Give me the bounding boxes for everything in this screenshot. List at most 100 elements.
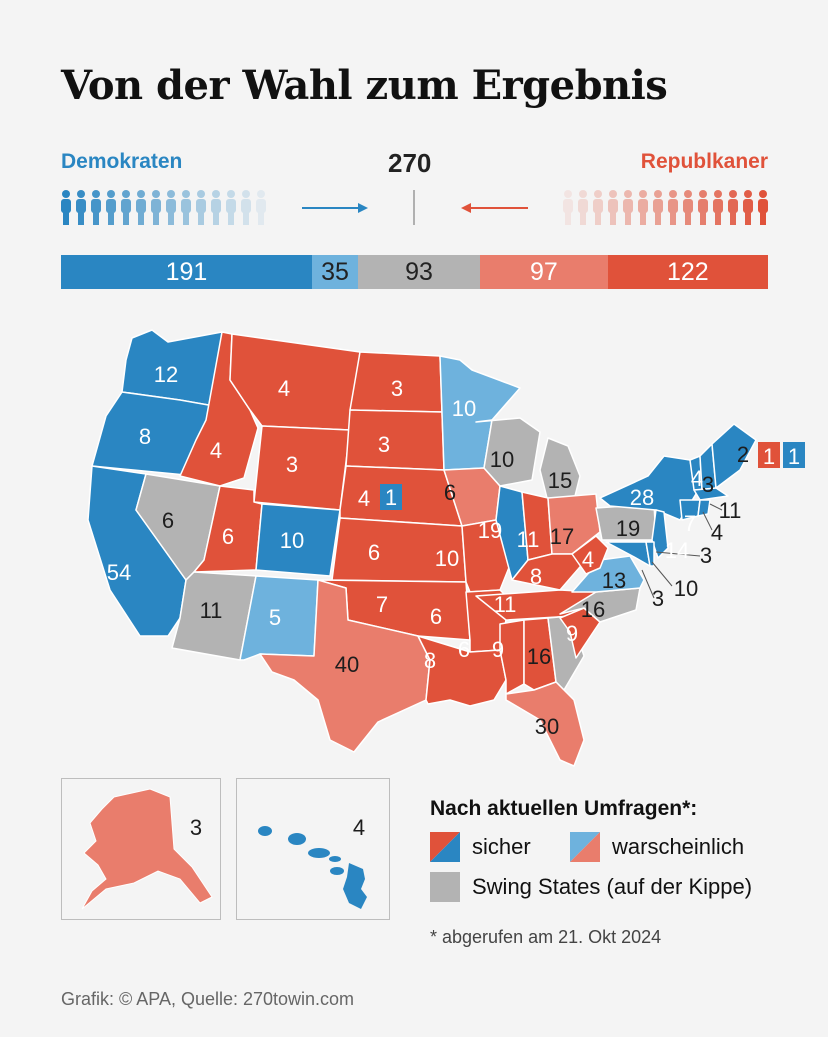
dem-person-icon [226, 190, 236, 225]
label-OR: 8 [139, 424, 151, 449]
hawaii-map: 4 [258, 815, 367, 909]
hawaii-inset: 4 [236, 778, 390, 920]
label-MT: 4 [278, 376, 290, 401]
legend-title: Nach aktuellen Umfragen*: [430, 797, 698, 820]
label-TX: 40 [335, 652, 359, 677]
state-SD [345, 409, 445, 471]
label-MN: 10 [452, 396, 476, 421]
legend-safe: sicher [430, 832, 531, 862]
rep-people-icons [563, 190, 768, 225]
label-IN: 11 [517, 527, 540, 552]
rep-person-icon [698, 190, 708, 225]
label-SD: 3 [378, 432, 390, 457]
label-MD: 10 [674, 576, 698, 601]
label-WY: 3 [286, 452, 298, 477]
dem-person-icon [196, 190, 206, 225]
dem-person-icon [256, 190, 266, 225]
label-MI: 15 [548, 468, 572, 493]
majority-target: 270 [388, 148, 432, 178]
rep-person-icon [578, 190, 588, 225]
label-NV: 6 [162, 508, 174, 533]
label-CA: 54 [107, 560, 131, 585]
label-RI: 4 [711, 520, 723, 545]
state-FL [505, 681, 585, 767]
label-WI: 10 [490, 447, 514, 472]
label-AL: 9 [492, 637, 504, 662]
legend-likely-label: warscheinlich [612, 834, 745, 859]
rep-person-icon [713, 190, 723, 225]
label-VA: 13 [602, 568, 626, 593]
legend-likely: warscheinlich [570, 832, 744, 862]
bar-segment-dem-likely: 35 [311, 255, 358, 289]
dem-person-icon [76, 190, 86, 225]
state-WY [253, 425, 351, 511]
legend-swing: Swing States (auf der Kippe) [430, 872, 752, 902]
label-MO: 10 [435, 546, 459, 571]
republicans-label: Republkaner [640, 150, 768, 173]
label-AR: 6 [430, 604, 442, 629]
label-ND: 3 [391, 376, 403, 401]
rep-person-icon [758, 190, 768, 225]
dem-person-icon [151, 190, 161, 225]
state-LA [417, 635, 507, 707]
label-ID: 4 [210, 438, 222, 463]
swing-swatch-icon [430, 872, 460, 902]
label-SC: 9 [566, 621, 578, 646]
bar-segment-swing: 93 [357, 255, 481, 289]
label-KY: 8 [530, 564, 542, 589]
likely-swatch-icon [570, 832, 600, 862]
label-IL: 19 [478, 518, 502, 543]
dem-person-icon [121, 190, 131, 225]
label-HI: 4 [353, 815, 365, 840]
label-NH: 4 [691, 466, 703, 491]
state-MA [693, 487, 729, 501]
label-GA: 16 [527, 644, 551, 669]
label-TN: 11 [494, 592, 517, 617]
dem-person-icon [106, 190, 116, 225]
label-WA: 12 [154, 362, 178, 387]
rep-person-icon [743, 190, 753, 225]
state-CO [255, 503, 341, 577]
dem-person-icon [181, 190, 191, 225]
dem-arrow-icon [302, 203, 368, 213]
label-OH: 17 [550, 524, 574, 549]
state-DE [645, 541, 655, 567]
dem-person-icon [166, 190, 176, 225]
state-RI [697, 499, 711, 517]
dem-person-icon [136, 190, 146, 225]
alaska-inset: 3 [61, 778, 221, 920]
progress-pictograms [61, 190, 768, 225]
label-PA: 19 [616, 516, 640, 541]
rep-person-icon [638, 190, 648, 225]
rep-person-icon [653, 190, 663, 225]
dem-person-icon [241, 190, 251, 225]
safe-swatch-icon [430, 832, 460, 862]
bar-segment-rep-likely: 97 [480, 255, 608, 289]
label-VT-outer: 3 [702, 472, 714, 497]
label-NC: 16 [581, 597, 605, 622]
state-WI [475, 417, 541, 487]
retrieval-note: * abgerufen am 21. Okt 2024 [430, 927, 662, 947]
rep-person-icon [623, 190, 633, 225]
rep-arrow-icon [461, 203, 528, 213]
legend-safe-label: sicher [472, 834, 531, 859]
label-ME-2: 1 [788, 444, 800, 469]
me-district-2-box [783, 442, 805, 468]
us-map: 12 8 54 4 4 3 6 10 5 3 3 4 1 6 7 10 10 6… [87, 329, 805, 767]
me-district-1-box [758, 442, 780, 468]
state-ME [711, 423, 757, 489]
alaska-map: 3 [81, 788, 213, 910]
label-WV: 4 [582, 547, 594, 572]
rep-person-icon [608, 190, 618, 225]
bar-segment-rep-safe: 122 [607, 255, 768, 289]
label-NM: 5 [269, 605, 281, 630]
rep-person-icon [593, 190, 603, 225]
rep-person-icon [563, 190, 573, 225]
rep-person-icon [683, 190, 693, 225]
rep-person-icon [728, 190, 738, 225]
label-FL: 30 [535, 714, 559, 739]
label-CO: 10 [280, 528, 304, 553]
label-AK: 3 [190, 815, 202, 840]
state-WV [571, 535, 609, 575]
label-ME-1: 1 [763, 444, 775, 469]
